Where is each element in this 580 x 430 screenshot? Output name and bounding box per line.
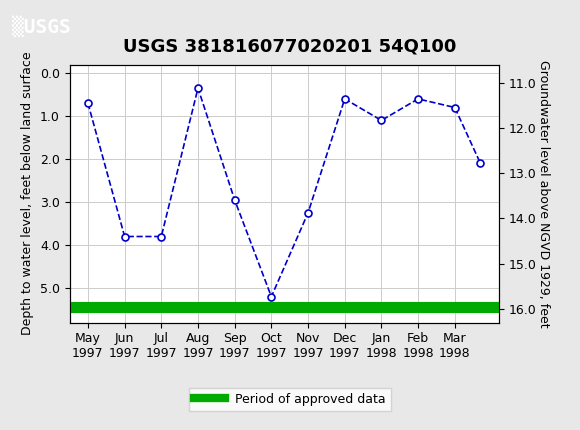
Text: USGS 381816077020201 54Q100: USGS 381816077020201 54Q100 [124, 38, 456, 56]
Legend: Period of approved data: Period of approved data [189, 388, 391, 412]
Text: ▒USGS: ▒USGS [12, 15, 70, 37]
Y-axis label: Groundwater level above NGVD 1929, feet: Groundwater level above NGVD 1929, feet [537, 60, 550, 327]
Y-axis label: Depth to water level, feet below land surface: Depth to water level, feet below land su… [21, 52, 34, 335]
